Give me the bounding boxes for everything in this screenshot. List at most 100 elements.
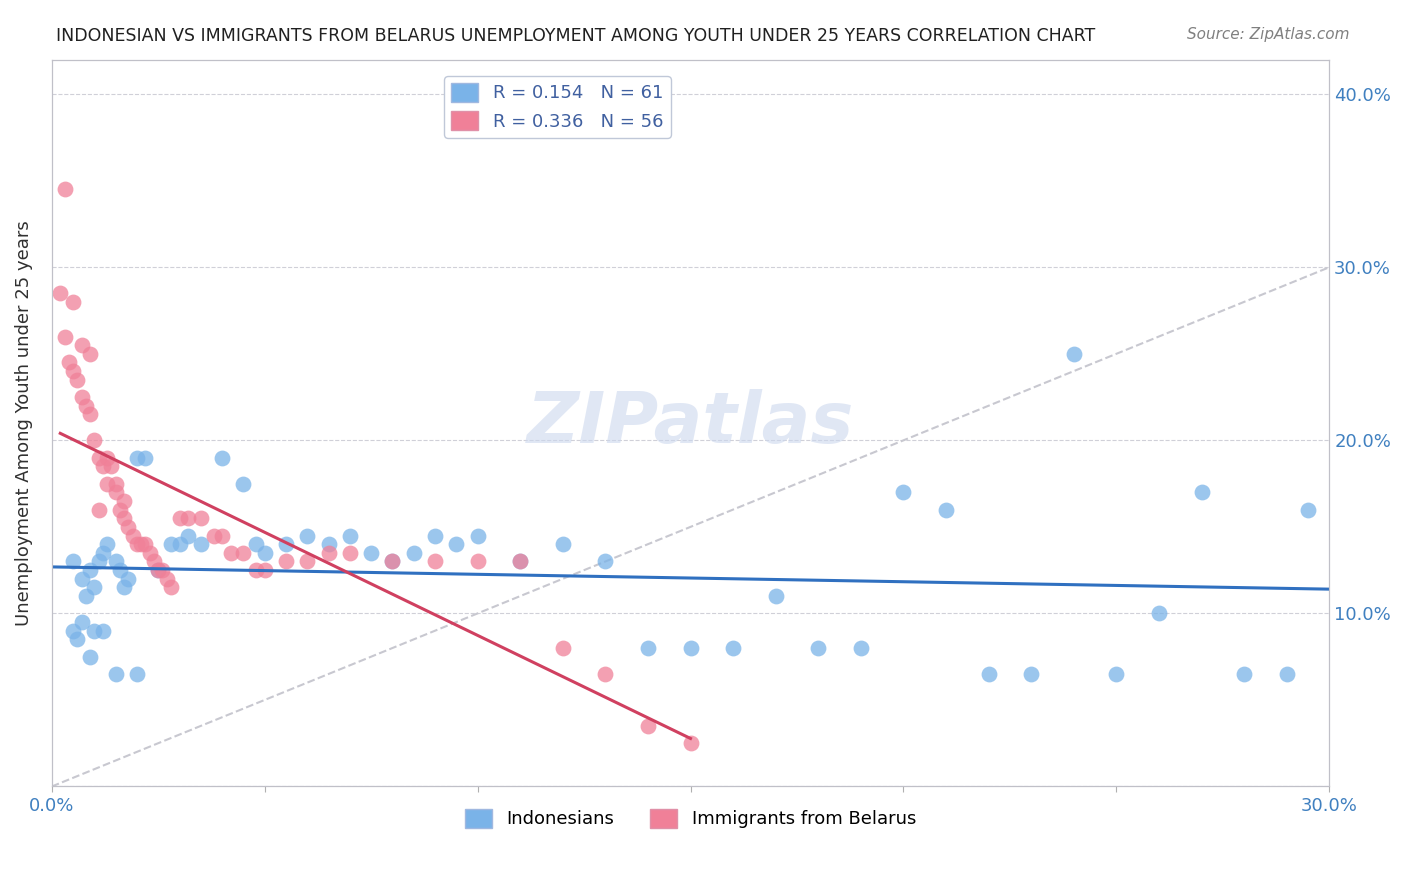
Point [595,554,617,568]
Point [177,528,200,542]
Point [1233,667,1256,681]
Point [117,520,139,534]
Point [62,624,84,638]
Point [70,390,93,404]
Point [1275,667,1298,681]
Point [245,537,267,551]
Point [66,373,89,387]
Point [190,537,212,551]
Point [121,528,143,542]
Point [75,589,97,603]
Point [104,476,127,491]
Point [297,528,319,542]
Point [551,640,574,655]
Point [232,476,254,491]
Point [219,546,242,560]
Point [62,294,84,309]
Point [1105,667,1128,681]
Point [104,485,127,500]
Point [160,537,183,551]
Point [211,450,233,465]
Point [637,719,659,733]
Point [58,355,80,369]
Point [96,537,118,551]
Point [125,537,148,551]
Text: INDONESIAN VS IMMIGRANTS FROM BELARUS UNEMPLOYMENT AMONG YOUTH UNDER 25 YEARS CO: INDONESIAN VS IMMIGRANTS FROM BELARUS UN… [56,27,1095,45]
Point [49,286,72,301]
Point [100,459,122,474]
Point [87,502,110,516]
Point [339,528,361,542]
Point [402,546,425,560]
Point [765,589,787,603]
Point [423,528,446,542]
Point [211,528,233,542]
Point [134,537,156,551]
Point [232,546,254,560]
Point [509,554,531,568]
Text: Source: ZipAtlas.com: Source: ZipAtlas.com [1187,27,1350,42]
Point [423,554,446,568]
Point [79,408,101,422]
Point [935,502,957,516]
Point [679,736,702,750]
Point [91,459,114,474]
Point [91,546,114,560]
Point [509,554,531,568]
Point [70,615,93,629]
Point [62,364,84,378]
Point [87,554,110,568]
Point [152,563,174,577]
Point [274,537,297,551]
Point [70,572,93,586]
Point [381,554,404,568]
Point [129,537,152,551]
Point [1296,502,1319,516]
Y-axis label: Unemployment Among Youth under 25 years: Unemployment Among Youth under 25 years [15,220,32,626]
Point [96,476,118,491]
Point [245,563,267,577]
Point [297,554,319,568]
Point [83,581,105,595]
Point [467,528,489,542]
Point [112,581,135,595]
Point [79,563,101,577]
Point [595,667,617,681]
Point [125,667,148,681]
Point [79,649,101,664]
Point [148,563,170,577]
Point [104,554,127,568]
Point [849,640,872,655]
Point [75,399,97,413]
Point [160,581,183,595]
Point [117,572,139,586]
Point [177,511,200,525]
Point [807,640,830,655]
Legend: Indonesians, Immigrants from Belarus: Indonesians, Immigrants from Belarus [457,802,924,836]
Point [446,537,468,551]
Point [53,182,76,196]
Point [190,511,212,525]
Point [87,450,110,465]
Point [1019,667,1042,681]
Point [112,494,135,508]
Text: ZIPatlas: ZIPatlas [527,389,855,458]
Point [1191,485,1213,500]
Point [467,554,489,568]
Point [53,329,76,343]
Point [551,537,574,551]
Point [1147,607,1170,621]
Point [274,554,297,568]
Point [679,640,702,655]
Point [96,450,118,465]
Point [202,528,225,542]
Point [1063,347,1085,361]
Point [112,511,135,525]
Point [381,554,404,568]
Point [83,434,105,448]
Point [169,511,191,525]
Point [138,546,160,560]
Point [142,554,165,568]
Point [360,546,382,560]
Point [318,546,340,560]
